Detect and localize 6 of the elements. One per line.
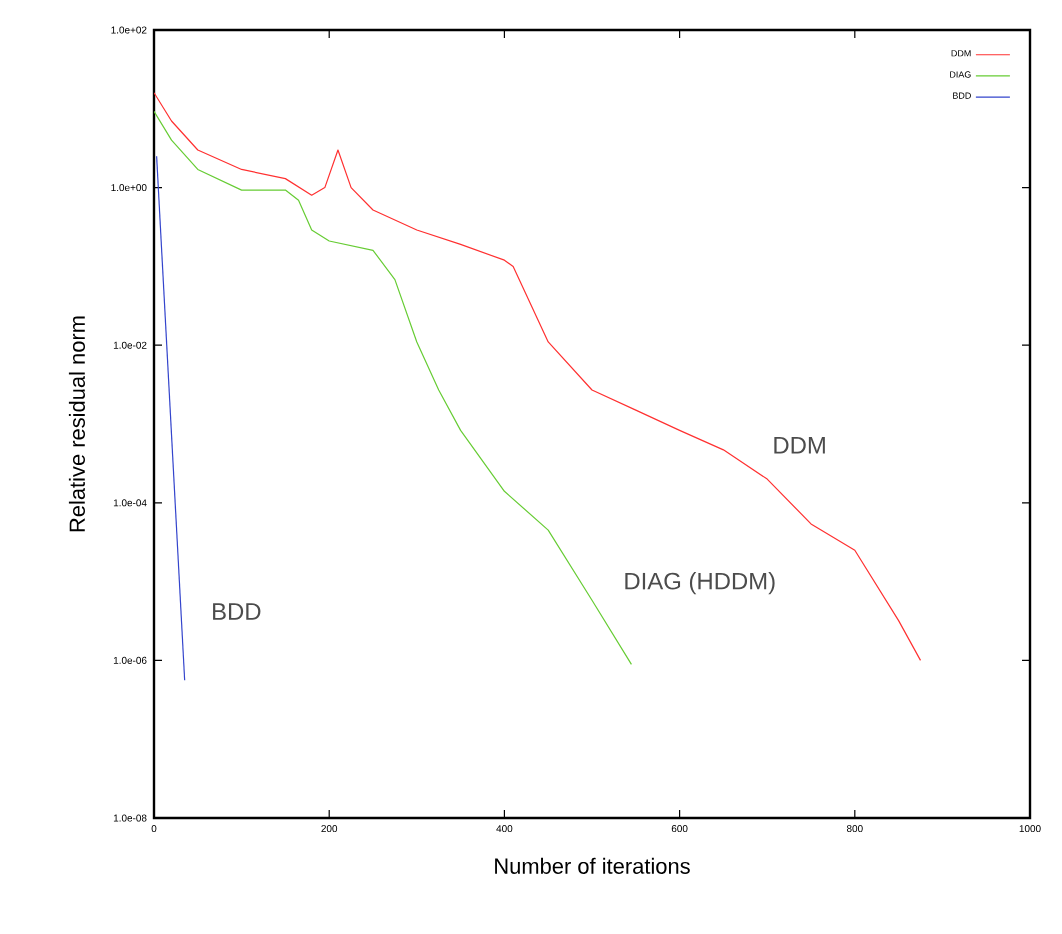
annotation: BDD <box>213 603 261 620</box>
x-axis-title: Number of iterations <box>495 857 690 874</box>
line-series <box>154 92 922 662</box>
y-axis-title: Relative residual norm <box>68 316 85 532</box>
annotation: DIAG (HDDM) <box>625 572 775 595</box>
annotation: DDM <box>774 437 825 454</box>
